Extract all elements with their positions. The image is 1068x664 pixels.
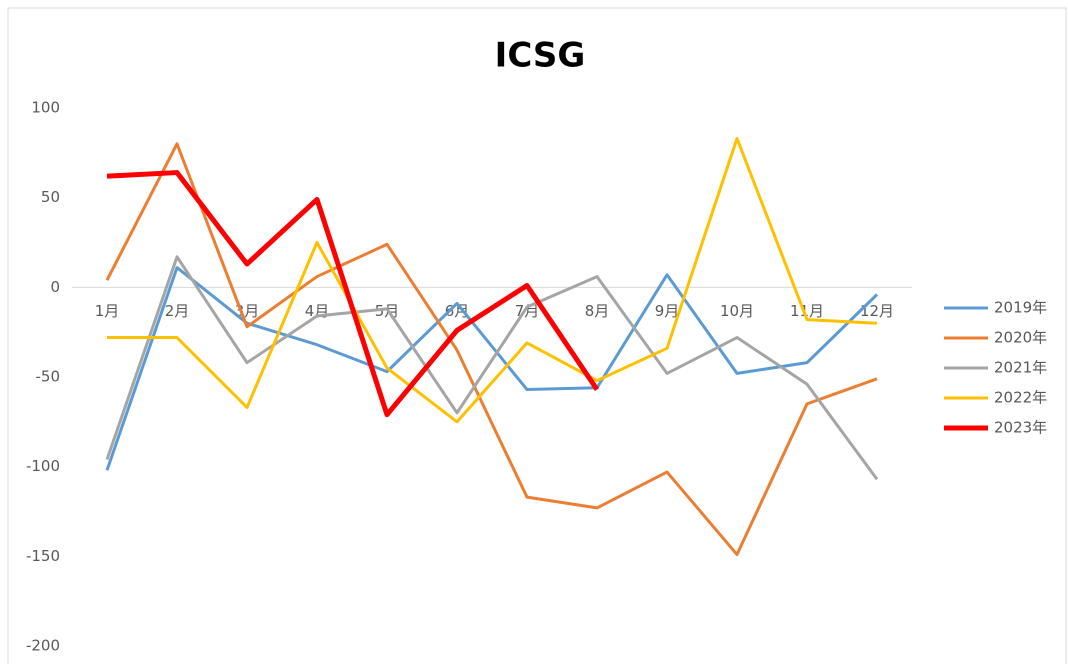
series-line — [105, 142, 878, 557]
x-tick-label: 11月 — [790, 302, 824, 320]
y-tick-label: -200 — [26, 637, 60, 655]
x-tick-label: 12月 — [860, 302, 894, 320]
y-tick-label: -50 — [36, 368, 61, 386]
x-tick-label: 2月 — [165, 302, 190, 320]
x-tick-label: 3月 — [235, 302, 260, 320]
x-tick-label: 9月 — [655, 302, 680, 320]
legend-label: 2019年 — [994, 299, 1047, 317]
y-tick-label: -150 — [26, 547, 60, 565]
y-tick-label: 50 — [41, 188, 60, 206]
x-tick-label: 1月 — [95, 302, 120, 320]
x-tick-label: 6月 — [445, 302, 470, 320]
chart-title: ICSG — [495, 36, 586, 76]
x-tick-label: 10月 — [720, 302, 754, 320]
series-line — [107, 136, 878, 424]
y-tick-label: 100 — [31, 99, 60, 117]
legend-label: 2023年 — [994, 419, 1047, 437]
legend-label: 2022年 — [994, 389, 1047, 407]
chart-border — [7, 7, 1067, 664]
legend-label: 2020年 — [994, 329, 1047, 347]
legend-label: 2021年 — [994, 359, 1047, 377]
series-line — [105, 255, 879, 481]
y-tick-label: 0 — [50, 278, 60, 296]
series-line — [106, 170, 600, 418]
series-line — [105, 266, 879, 471]
y-tick-label: -100 — [26, 457, 60, 475]
x-tick-label: 8月 — [585, 302, 610, 320]
